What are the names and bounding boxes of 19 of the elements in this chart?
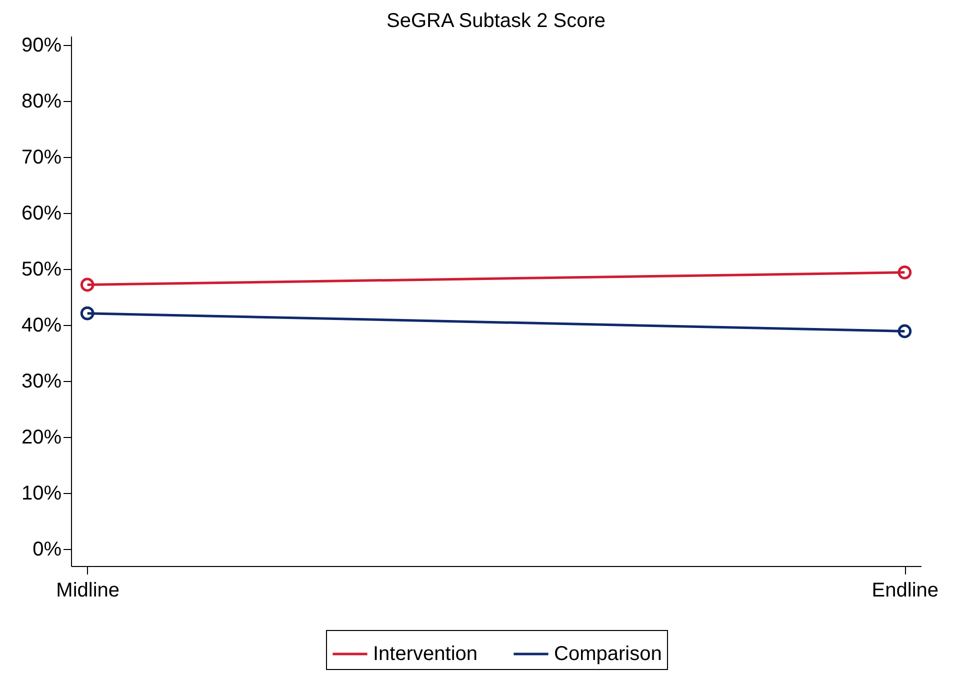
y-tick-label: 40% [21, 314, 62, 337]
point [80, 306, 94, 320]
y-tick-label: 30% [21, 370, 62, 393]
point [80, 278, 94, 292]
y-tick-label: 20% [21, 426, 62, 449]
y-tick-label: 0% [32, 538, 62, 561]
y-tick-label: 80% [21, 90, 62, 112]
point [898, 324, 912, 338]
x-tick-label: Midline [56, 580, 120, 602]
y-tick-label: 70% [21, 146, 62, 169]
chart-title: SeGRA Subtask 2 Score [386, 10, 606, 32]
y-tick-label: 10% [21, 482, 62, 505]
legend-label: Comparison [554, 643, 662, 665]
y-tick-label: 60% [21, 202, 62, 225]
y-tick-label: 50% [21, 258, 62, 281]
point [898, 265, 912, 280]
x-tick-label: Endline [872, 580, 939, 602]
y-tick-label: 90% [21, 34, 62, 56]
legend-label: Intervention [373, 643, 478, 665]
